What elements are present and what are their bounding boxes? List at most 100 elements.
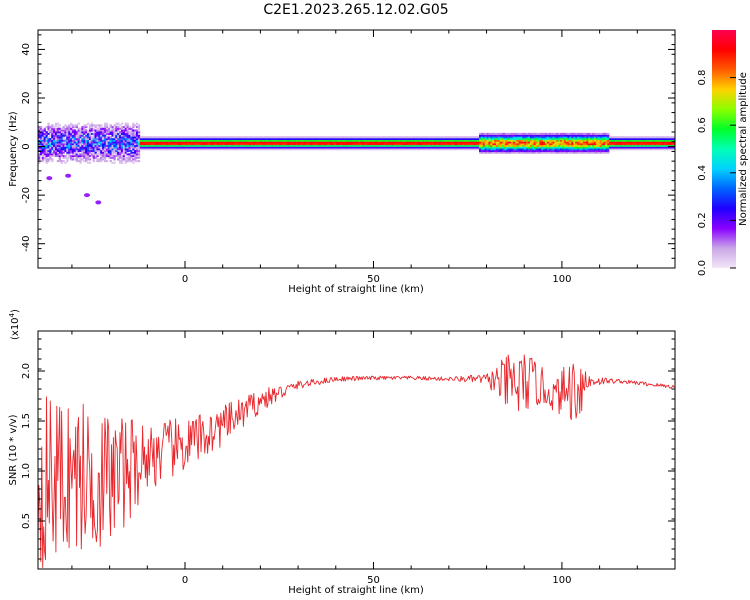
heat-cell (626, 137, 629, 141)
heat-cell (503, 139, 506, 142)
heat-cell (102, 132, 105, 135)
heat-cell (117, 143, 120, 146)
heat-cell (209, 146, 212, 149)
heat-cell (413, 137, 416, 141)
heat-cell (299, 137, 303, 141)
heat-cell (580, 148, 584, 151)
heat-cell (209, 148, 212, 151)
heat-cell (94, 136, 97, 139)
heat-cell (556, 148, 559, 151)
heat-cell (85, 144, 88, 147)
heat-cell (505, 141, 508, 144)
heat-cell (503, 149, 506, 152)
heat-cell (177, 148, 180, 151)
heat-cell (626, 144, 629, 147)
heat-cell (492, 144, 495, 147)
heat-cell (356, 136, 359, 139)
heat-cell (490, 143, 493, 146)
heat-cell (190, 148, 193, 151)
heat-cell (185, 146, 188, 149)
heat-cell (92, 129, 95, 132)
heat-cell (435, 141, 438, 144)
heat-cell (303, 139, 307, 142)
heat-cell (77, 141, 80, 144)
heat-cell (247, 148, 250, 151)
heat-cell (79, 134, 82, 137)
heat-cell (94, 146, 97, 149)
heat-cell (443, 139, 446, 142)
heat-cell (66, 143, 69, 146)
heat-cell (345, 146, 348, 149)
heat-cell (486, 149, 489, 152)
heat-cell (154, 136, 158, 139)
heat-cell (479, 146, 482, 149)
heat-cell (88, 126, 92, 129)
heat-cell (494, 132, 497, 135)
heat-cell (652, 141, 655, 144)
x-tick-label: 50 (367, 575, 380, 586)
heat-cell (164, 144, 167, 147)
heat-cell (60, 151, 63, 154)
heat-cell (122, 134, 126, 137)
heat-cell (384, 141, 388, 144)
heat-cell (45, 148, 48, 151)
heat-cell (181, 137, 184, 141)
heat-cell (60, 154, 63, 158)
heat-cell (492, 137, 495, 141)
heat-cell (642, 136, 646, 139)
heat-cell (578, 137, 582, 141)
heat-cell (618, 139, 621, 142)
heat-cell (499, 144, 503, 147)
heat-cell (388, 144, 391, 147)
heat-cell (350, 139, 354, 142)
heat-cell (62, 156, 65, 159)
heat-cell (213, 144, 216, 147)
heat-cell (516, 143, 519, 146)
heat-cell (533, 132, 536, 135)
heat-cell (316, 148, 320, 151)
heat-cell (616, 148, 619, 151)
heat-cell (288, 141, 291, 144)
heat-cell (245, 144, 248, 147)
heat-cell (511, 139, 514, 142)
heat-cell (435, 143, 438, 146)
heat-cell (607, 134, 610, 137)
heat-cell (88, 144, 92, 147)
heat-cell (320, 139, 323, 142)
heat-cell (350, 146, 354, 149)
heat-cell (164, 141, 167, 144)
heat-cell (126, 148, 129, 151)
heat-cell (119, 139, 122, 142)
heat-cell (90, 144, 94, 147)
heat-cell (94, 137, 97, 141)
heat-cell (281, 136, 284, 139)
heat-cell (509, 137, 512, 141)
heat-cell (386, 148, 389, 151)
heat-cell (171, 141, 175, 144)
heat-cell (56, 143, 60, 146)
heat-cell (56, 146, 60, 149)
heat-cell (162, 143, 165, 146)
heat-cell (122, 148, 126, 151)
heat-cell (445, 144, 448, 147)
heat-cell (81, 132, 84, 135)
heat-cell (595, 132, 599, 135)
heat-cell (607, 141, 610, 144)
heat-cell (38, 161, 41, 164)
heat-cell (151, 143, 154, 146)
heat-cell (66, 146, 69, 149)
heat-cell (113, 132, 116, 135)
heat-cell (220, 139, 224, 142)
heat-cell (524, 144, 527, 147)
heat-cell (71, 158, 75, 161)
heat-cell (194, 146, 197, 149)
heat-cell (430, 148, 433, 151)
heat-cell (262, 141, 265, 144)
heat-cell (47, 124, 50, 127)
heat-cell (137, 126, 141, 129)
heat-cell (311, 141, 314, 144)
heat-cell (584, 151, 587, 154)
heat-cell (105, 153, 109, 156)
heat-cell (526, 141, 529, 144)
heat-cell (122, 136, 126, 139)
